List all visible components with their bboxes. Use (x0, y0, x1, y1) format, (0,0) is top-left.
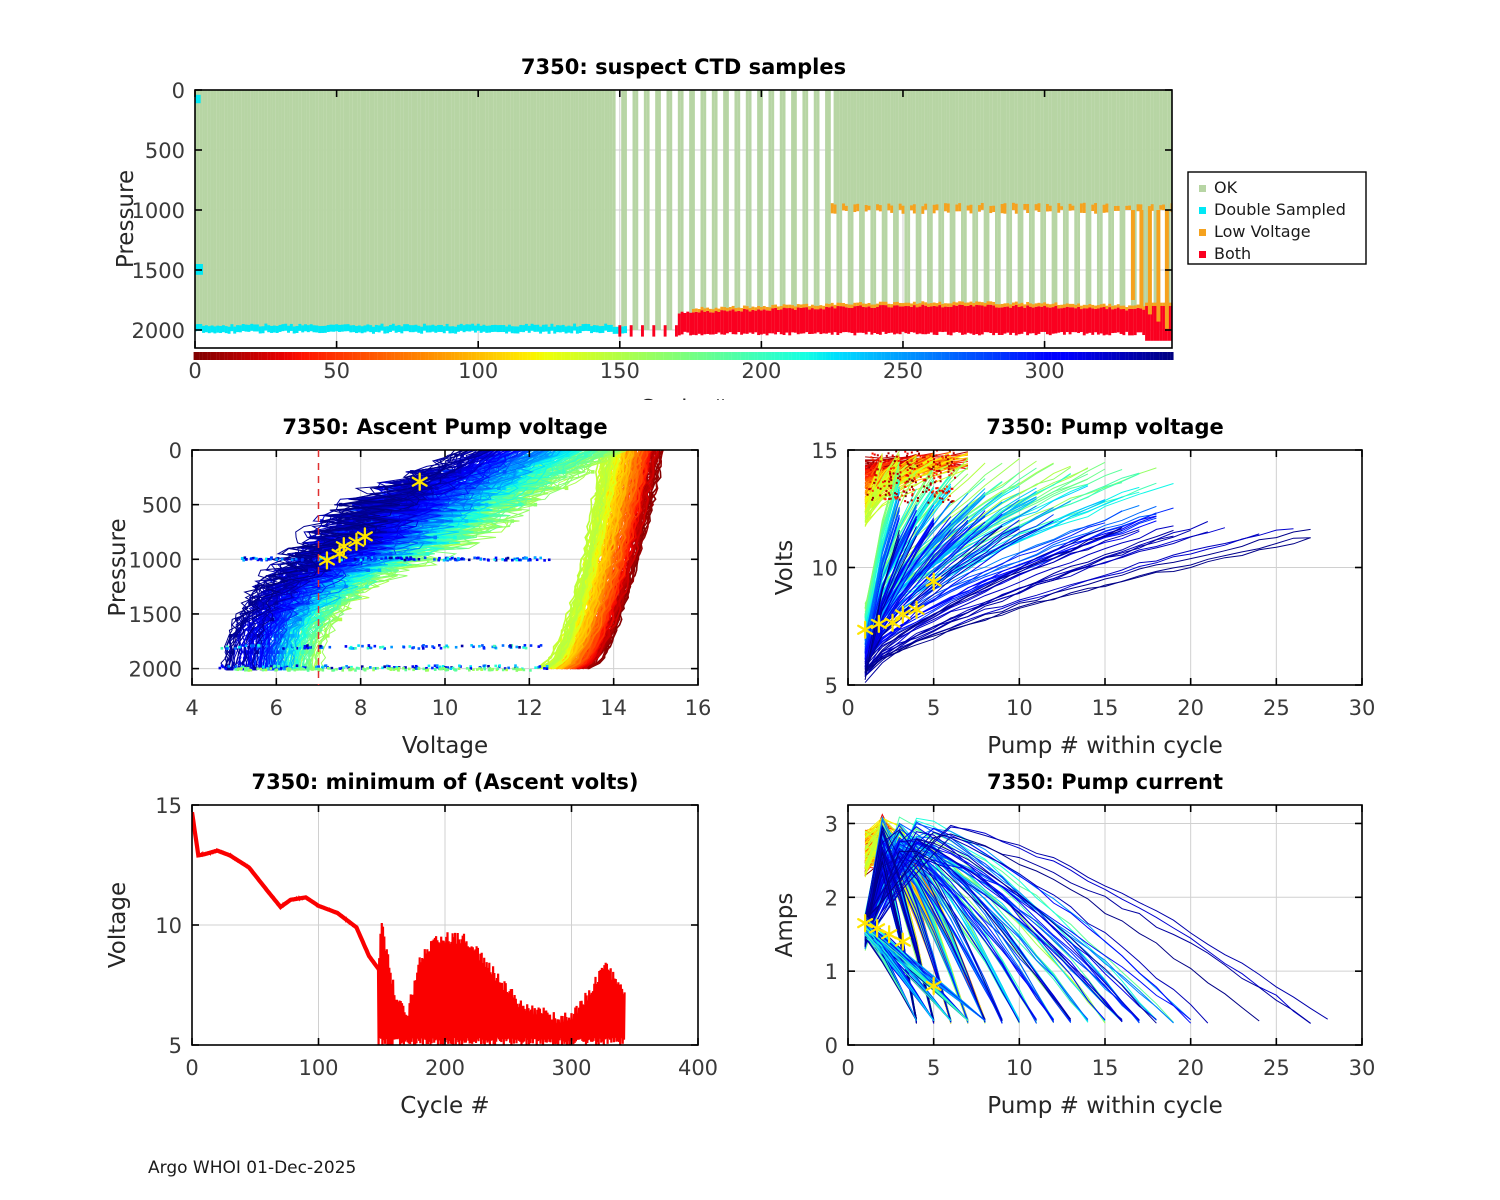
svg-text:50: 50 (323, 359, 350, 383)
svg-text:4: 4 (185, 696, 198, 720)
svg-text:2000: 2000 (132, 319, 185, 343)
figure-footer: Argo WHOI 01-Dec-2025 (148, 1158, 356, 1178)
svg-text:5: 5 (927, 1056, 940, 1080)
svg-text:2000: 2000 (129, 658, 182, 682)
svg-text:5: 5 (927, 696, 940, 720)
svg-text:0: 0 (841, 1056, 854, 1080)
svg-text:12: 12 (516, 696, 543, 720)
svg-text:20: 20 (1177, 696, 1204, 720)
svg-text:2: 2 (825, 886, 838, 910)
svg-text:0: 0 (172, 79, 185, 103)
svg-text:1: 1 (825, 960, 838, 984)
svg-text:100: 100 (458, 359, 498, 383)
svg-text:15: 15 (1092, 1056, 1119, 1080)
svg-text:10: 10 (1006, 696, 1033, 720)
svg-text:0: 0 (169, 439, 182, 463)
panel-ascent-pump-voltage: 4 6 8 10 12 14 16 0 500 1000 1500 2000 7350: Ascent … (105, 415, 712, 759)
svg-text:16: 16 (685, 696, 712, 720)
svg-text:8: 8 (354, 696, 367, 720)
svg-text:500: 500 (145, 139, 185, 163)
svg-text:14: 14 (600, 696, 627, 720)
svg-text:200: 200 (425, 1056, 465, 1080)
svg-text:1500: 1500 (129, 603, 182, 627)
svg-text:25: 25 (1263, 696, 1290, 720)
svg-text:Cycle #: Cycle # (639, 396, 728, 400)
panel-pump-current: 0 5 10 15 20 25 30 0 1 2 3 7350: Pump current Pump #… (772, 770, 1376, 1119)
panel-suspect-ctd-samples: 0 50 100 150 200 250 300 0 500 1000 1500 2000 7350: … (113, 55, 1367, 400)
svg-text:Low Voltage: Low Voltage (1214, 222, 1311, 241)
svg-text:0: 0 (841, 696, 854, 720)
svg-text:15: 15 (1092, 696, 1119, 720)
svg-text:1000: 1000 (132, 199, 185, 223)
svg-text:1000: 1000 (129, 548, 182, 572)
svg-text:6: 6 (270, 696, 283, 720)
svg-text:500: 500 (142, 494, 182, 518)
svg-text:Volts: Volts (772, 540, 798, 595)
svg-text:Voltage: Voltage (402, 733, 488, 759)
svg-text:10: 10 (155, 914, 182, 938)
svg-text:7350: suspect CTD samples: 7350: suspect CTD samples (521, 55, 846, 79)
svg-text:Pressure: Pressure (105, 518, 131, 616)
svg-text:15: 15 (155, 794, 182, 818)
svg-text:1500: 1500 (132, 259, 185, 283)
svg-text:7350: Pump voltage: 7350: Pump voltage (986, 415, 1224, 439)
svg-text:30: 30 (1349, 1056, 1376, 1080)
svg-text:7350: Pump current: 7350: Pump current (987, 770, 1223, 794)
svg-text:200: 200 (741, 359, 781, 383)
svg-text:7350: minimum of (Ascent volts: 7350: minimum of (Ascent volts) (251, 770, 638, 794)
svg-text:15: 15 (811, 439, 838, 463)
svg-text:100: 100 (298, 1056, 338, 1080)
svg-text:7350: Ascent Pump voltage: 7350: Ascent Pump voltage (282, 415, 607, 439)
svg-text:300: 300 (551, 1056, 591, 1080)
svg-text:20: 20 (1177, 1056, 1204, 1080)
panel-min-ascent-volts: 0 100 200 300 400 5 10 15 7350: minimum of (Asce… (105, 770, 718, 1119)
svg-text:5: 5 (169, 1034, 182, 1058)
svg-text:150: 150 (600, 359, 640, 383)
svg-text:Double Sampled: Double Sampled (1214, 200, 1346, 219)
svg-text:Amps: Amps (772, 893, 798, 958)
svg-text:400: 400 (678, 1056, 718, 1080)
svg-text:OK: OK (1214, 178, 1238, 197)
svg-text:3: 3 (825, 812, 838, 836)
svg-text:Cycle #: Cycle # (400, 1093, 489, 1119)
svg-text:10: 10 (432, 696, 459, 720)
svg-text:Pump # within cycle: Pump # within cycle (987, 733, 1222, 759)
svg-text:0: 0 (188, 359, 201, 383)
svg-text:Pressure: Pressure (113, 170, 139, 268)
svg-text:5: 5 (825, 674, 838, 698)
svg-text:0: 0 (185, 1056, 198, 1080)
svg-text:0: 0 (825, 1034, 838, 1058)
svg-text:250: 250 (883, 359, 923, 383)
svg-text:10: 10 (1006, 1056, 1033, 1080)
svg-text:25: 25 (1263, 1056, 1290, 1080)
footer-text: Argo WHOI 01-Dec-2025 (148, 1158, 357, 1178)
svg-text:300: 300 (1025, 359, 1065, 383)
svg-text:10: 10 (811, 557, 838, 581)
svg-text:Pump # within cycle: Pump # within cycle (987, 1093, 1222, 1119)
svg-text:Both: Both (1214, 244, 1251, 263)
svg-text:Voltage: Voltage (105, 882, 131, 968)
svg-text:30: 30 (1349, 696, 1376, 720)
